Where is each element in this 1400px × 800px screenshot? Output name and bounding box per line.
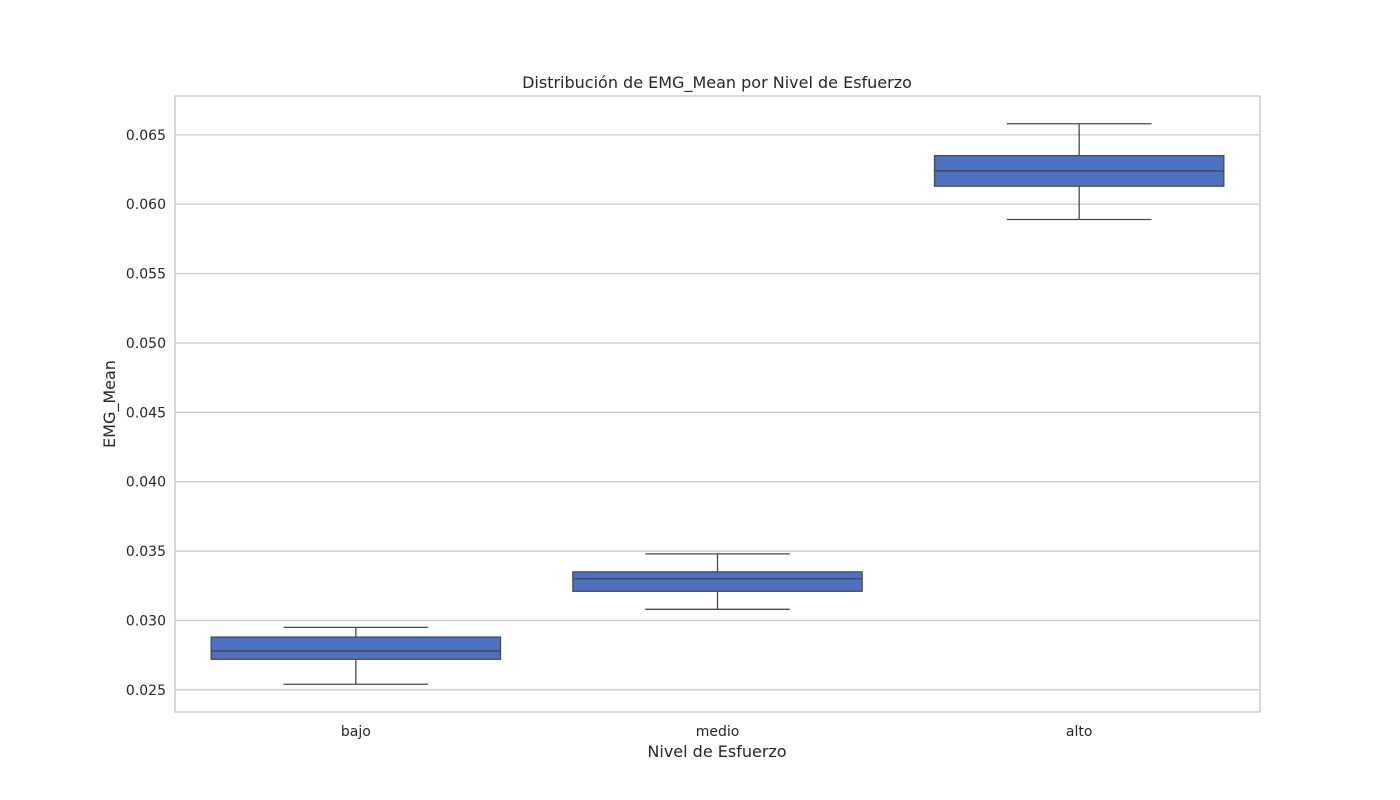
- y-axis-title: EMG_Mean: [100, 360, 120, 448]
- x-tick-labels: bajo medio alto: [341, 724, 1093, 740]
- x-tick-label: bajo: [341, 724, 371, 740]
- y-tick-label: 0.055: [126, 267, 166, 283]
- box-alto: [933, 123, 1225, 221]
- y-tick-label: 0.060: [126, 197, 166, 213]
- y-tick-label: 0.045: [126, 405, 166, 421]
- y-tick-label: 0.030: [126, 613, 166, 629]
- boxplot-series: [210, 123, 1225, 685]
- iqr-box: [572, 571, 863, 592]
- grid-lines: [175, 134, 1260, 691]
- y-tick-label: 0.040: [126, 475, 166, 491]
- iqr-box: [210, 636, 502, 660]
- y-tick-label: 0.065: [126, 128, 166, 144]
- box-bajo: [210, 626, 502, 685]
- plot-frame: [174, 95, 1261, 713]
- x-axis-title: Nivel de Esfuerzo: [647, 742, 786, 761]
- x-tick-label: medio: [696, 724, 740, 740]
- x-tick-label: alto: [1066, 724, 1093, 740]
- y-tick-labels: 0.025 0.030 0.035 0.040 0.045 0.050 0.055 0.060…: [126, 128, 166, 699]
- chart-title: Distribución de EMG_Mean por Nivel de Es…: [522, 73, 912, 93]
- y-tick-label: 0.050: [126, 336, 166, 352]
- y-tick-label: 0.035: [126, 544, 166, 560]
- box-medio: [572, 553, 863, 610]
- y-tick-label: 0.025: [126, 683, 166, 699]
